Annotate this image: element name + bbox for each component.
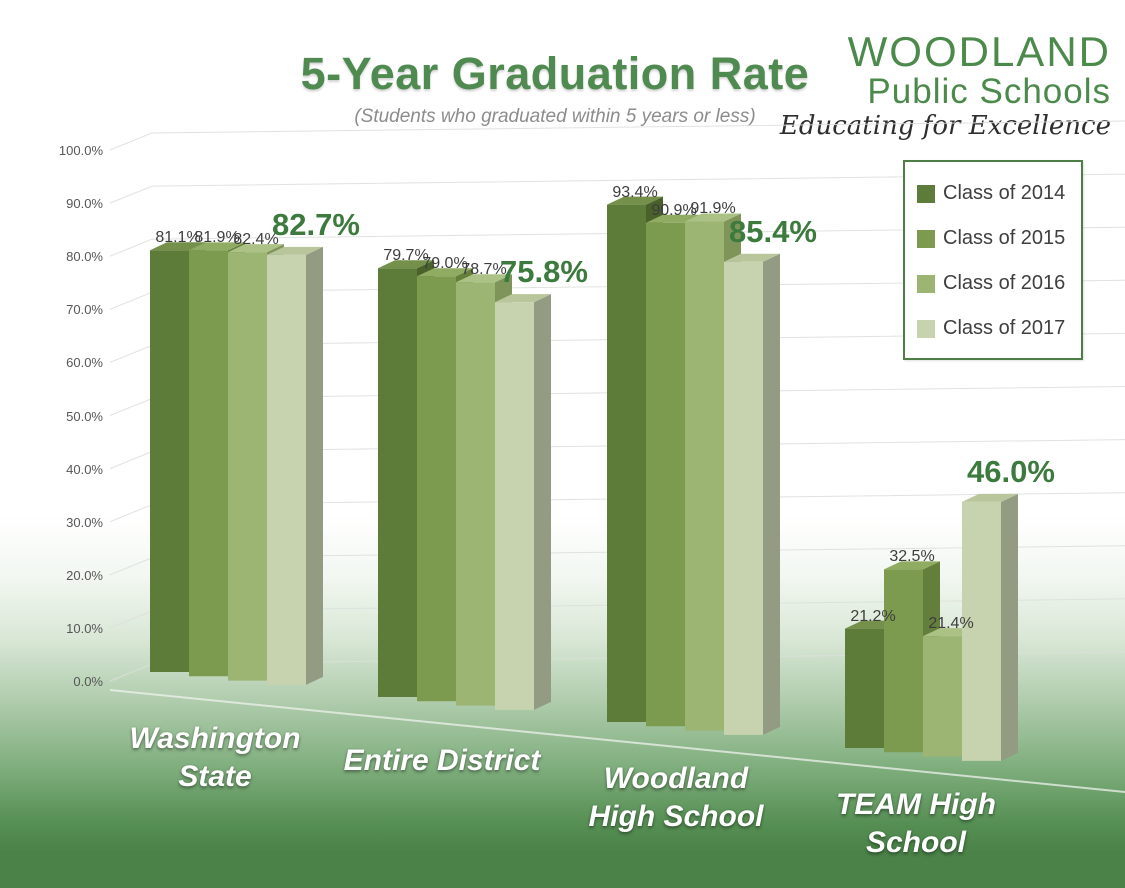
bar-class-of-2016-front: [685, 221, 724, 731]
y-axis-tick: 30.0%: [66, 514, 103, 530]
bar-class-of-2014-front: [607, 204, 646, 723]
logo-tagline: Educating for Excellence: [779, 110, 1111, 141]
value-label: 21.2%: [850, 607, 896, 625]
value-label: 90.9%: [651, 201, 697, 219]
bar-class-of-2017-front: [962, 501, 1001, 761]
floor-edge-line: [109, 689, 1125, 793]
legend-item: Class of 2017: [917, 306, 1081, 351]
bar-class-of-2015-front: [646, 222, 685, 727]
bar-class-of-2016-top: [456, 274, 512, 283]
highlight-value-label: 85.4%: [729, 213, 817, 249]
bar-class-of-2015-top: [884, 561, 940, 570]
value-label: 21.4%: [928, 615, 974, 633]
gridline: [109, 226, 1125, 257]
value-label: 32.5%: [889, 548, 935, 566]
gridline: [109, 173, 1125, 204]
bar-class-of-2017-front: [724, 261, 763, 735]
highlight-value-label: 82.7%: [272, 206, 360, 242]
bar-class-of-2014-front: [378, 268, 417, 697]
bar-class-of-2017-top: [962, 493, 1018, 502]
bar-class-of-2015-front: [417, 276, 456, 702]
bar-class-of-2016-front: [456, 282, 495, 706]
bar-class-of-2016-front: [923, 636, 962, 757]
highlight-value-label: 46.0%: [967, 453, 1055, 489]
category-label-washington-state: Washington State: [129, 722, 301, 794]
legend-rows: Class of 2014 Class of 2015 Class of 2016 C…: [917, 171, 1081, 351]
bar-class-of-2017-top: [267, 246, 323, 255]
woodland-public-schools-logo: WOODLAND Public Schools Educating for Ex…: [779, 28, 1111, 141]
bar-class-of-2014-front: [150, 250, 189, 672]
bar-class-of-2017-top: [724, 253, 780, 262]
bar-class-of-2014-front: [845, 628, 884, 748]
bar-class-of-2017-side: [1001, 493, 1018, 761]
highlight-value-label: 75.8%: [500, 254, 588, 290]
bar-class-of-2017-side: [763, 253, 780, 735]
legend-item: Class of 2016: [917, 261, 1081, 306]
bar-class-of-2015-front: [884, 569, 923, 753]
bar-class-of-2016-top: [228, 244, 284, 253]
bar-class-of-2015-front: [189, 250, 228, 677]
bar-class-of-2015-top: [189, 242, 245, 251]
y-axis-tick: 80.0%: [66, 249, 103, 265]
value-label: 91.9%: [690, 200, 736, 218]
y-axis-tick: 60.0%: [66, 355, 103, 371]
value-label: 81.1%: [155, 229, 201, 247]
y-axis-tick: 100.0%: [58, 143, 103, 158]
legend-item-label: Class of 2017: [943, 317, 1066, 339]
y-axis-tick: 50.0%: [66, 408, 103, 424]
legend-swatch-icon: [917, 184, 935, 203]
bar-class-of-2016-top: [685, 213, 741, 222]
category-label-woodland-high-school: Woodland High School: [588, 762, 764, 834]
logo-public-schools: Public Schools: [867, 72, 1111, 112]
legend-swatch-icon: [917, 319, 935, 338]
legend-swatch-icon: [917, 229, 935, 248]
legend-item: Class of 2015: [917, 216, 1081, 261]
bar-class-of-2017-side: [534, 294, 551, 710]
logo-woodland: WOODLAND: [847, 28, 1111, 75]
y-axis-tick: 70.0%: [66, 302, 103, 318]
value-label: 82.4%: [233, 231, 279, 249]
bar-class-of-2016-front: [228, 252, 267, 681]
legend-item-label: Class of 2016: [943, 272, 1066, 294]
value-label: 81.9%: [194, 229, 240, 247]
y-axis-tick: 90.0%: [66, 196, 103, 212]
bar-class-of-2017-front: [495, 302, 534, 710]
bar-class-of-2015-top: [417, 268, 473, 277]
value-label: 79.7%: [383, 247, 429, 265]
bar-class-of-2017-front: [267, 254, 306, 685]
value-label: 78.7%: [461, 261, 507, 279]
bar-class-of-2014-top: [378, 260, 434, 269]
bar-class-of-2017-side: [306, 246, 323, 685]
y-axis-tick: 0.0%: [73, 674, 103, 689]
value-label: 93.4%: [612, 183, 658, 201]
chart-title: 5-Year Graduation Rate: [300, 48, 810, 99]
legend-item-label: Class of 2015: [943, 227, 1066, 249]
legend-item: Class of 2014: [917, 171, 1081, 216]
y-axis-tick: 40.0%: [66, 461, 103, 477]
legend: Class of 2014 Class of 2015 Class of 2016 C…: [903, 160, 1083, 360]
gridline: [109, 120, 1125, 151]
legend-item-label: Class of 2014: [943, 182, 1066, 204]
legend-swatch-icon: [917, 274, 935, 293]
category-label-entire-district: Entire District: [343, 744, 541, 777]
category-label-team-high-school: TEAM High School: [836, 788, 996, 860]
chart-subtitle: (Students who graduated within 5 years o…: [354, 106, 756, 127]
y-axis-tick: 10.0%: [66, 620, 103, 636]
value-label: 79.0%: [422, 255, 468, 273]
y-axis-tick: 20.0%: [66, 567, 103, 583]
bar-class-of-2014-top: [150, 242, 206, 251]
bar-class-of-2017-top: [495, 294, 551, 303]
bar-class-of-2014-top: [607, 196, 663, 205]
